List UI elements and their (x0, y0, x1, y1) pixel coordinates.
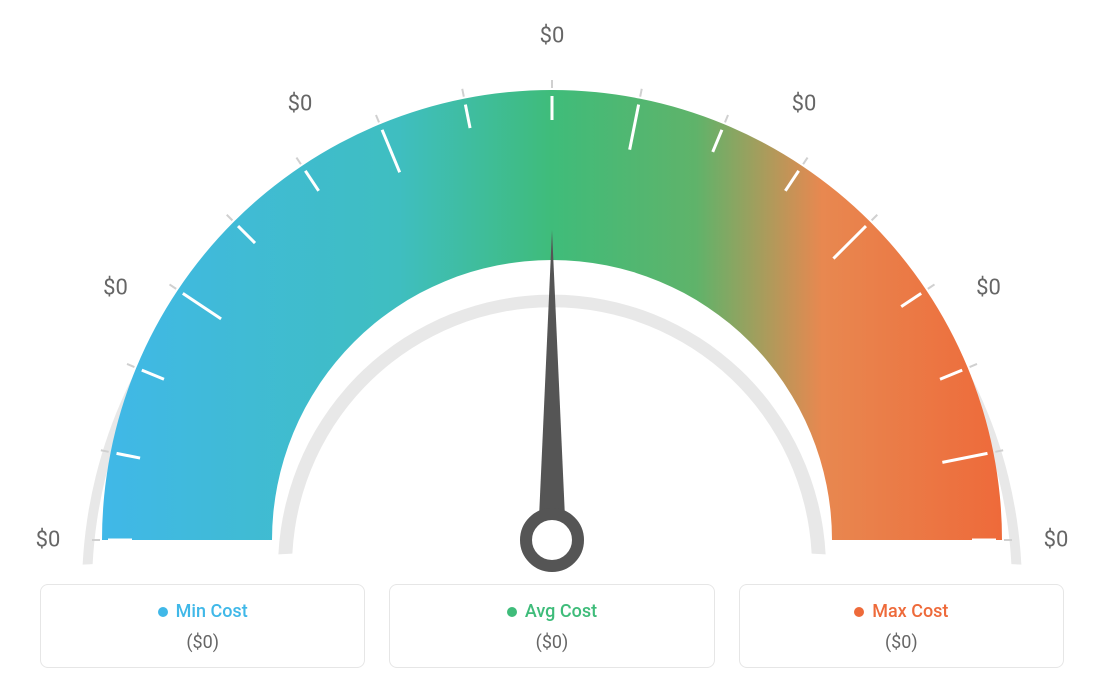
legend-label: Avg Cost (525, 601, 597, 622)
dot-icon (854, 607, 864, 617)
legend-title-max: Max Cost (854, 601, 948, 622)
dot-icon (507, 607, 517, 617)
legend-row: Min Cost ($0) Avg Cost ($0) Max Cost ($0… (40, 584, 1064, 668)
legend-title-avg: Avg Cost (507, 601, 597, 622)
gauge-scale-label: $0 (976, 276, 1001, 301)
legend-title-min: Min Cost (158, 601, 248, 622)
gauge-scale-label: $0 (36, 528, 61, 553)
legend-value: ($0) (53, 632, 352, 653)
gauge-scale-label: $0 (288, 91, 313, 116)
gauge-scale-label: $0 (1044, 528, 1069, 553)
gauge-scale-label: $0 (792, 91, 817, 116)
dot-icon (158, 607, 168, 617)
cost-gauge: $0$0$0$0$0$0$0 (42, 20, 1062, 584)
legend-value: ($0) (402, 632, 701, 653)
legend-card-min: Min Cost ($0) (40, 584, 365, 668)
legend-card-avg: Avg Cost ($0) (389, 584, 714, 668)
gauge-scale-label: $0 (540, 24, 565, 49)
legend-label: Max Cost (872, 601, 948, 622)
gauge-scale-label: $0 (103, 276, 128, 301)
legend-label: Min Cost (176, 601, 248, 622)
legend-card-max: Max Cost ($0) (739, 584, 1064, 668)
gauge-svg (42, 20, 1062, 580)
legend-value: ($0) (752, 632, 1051, 653)
